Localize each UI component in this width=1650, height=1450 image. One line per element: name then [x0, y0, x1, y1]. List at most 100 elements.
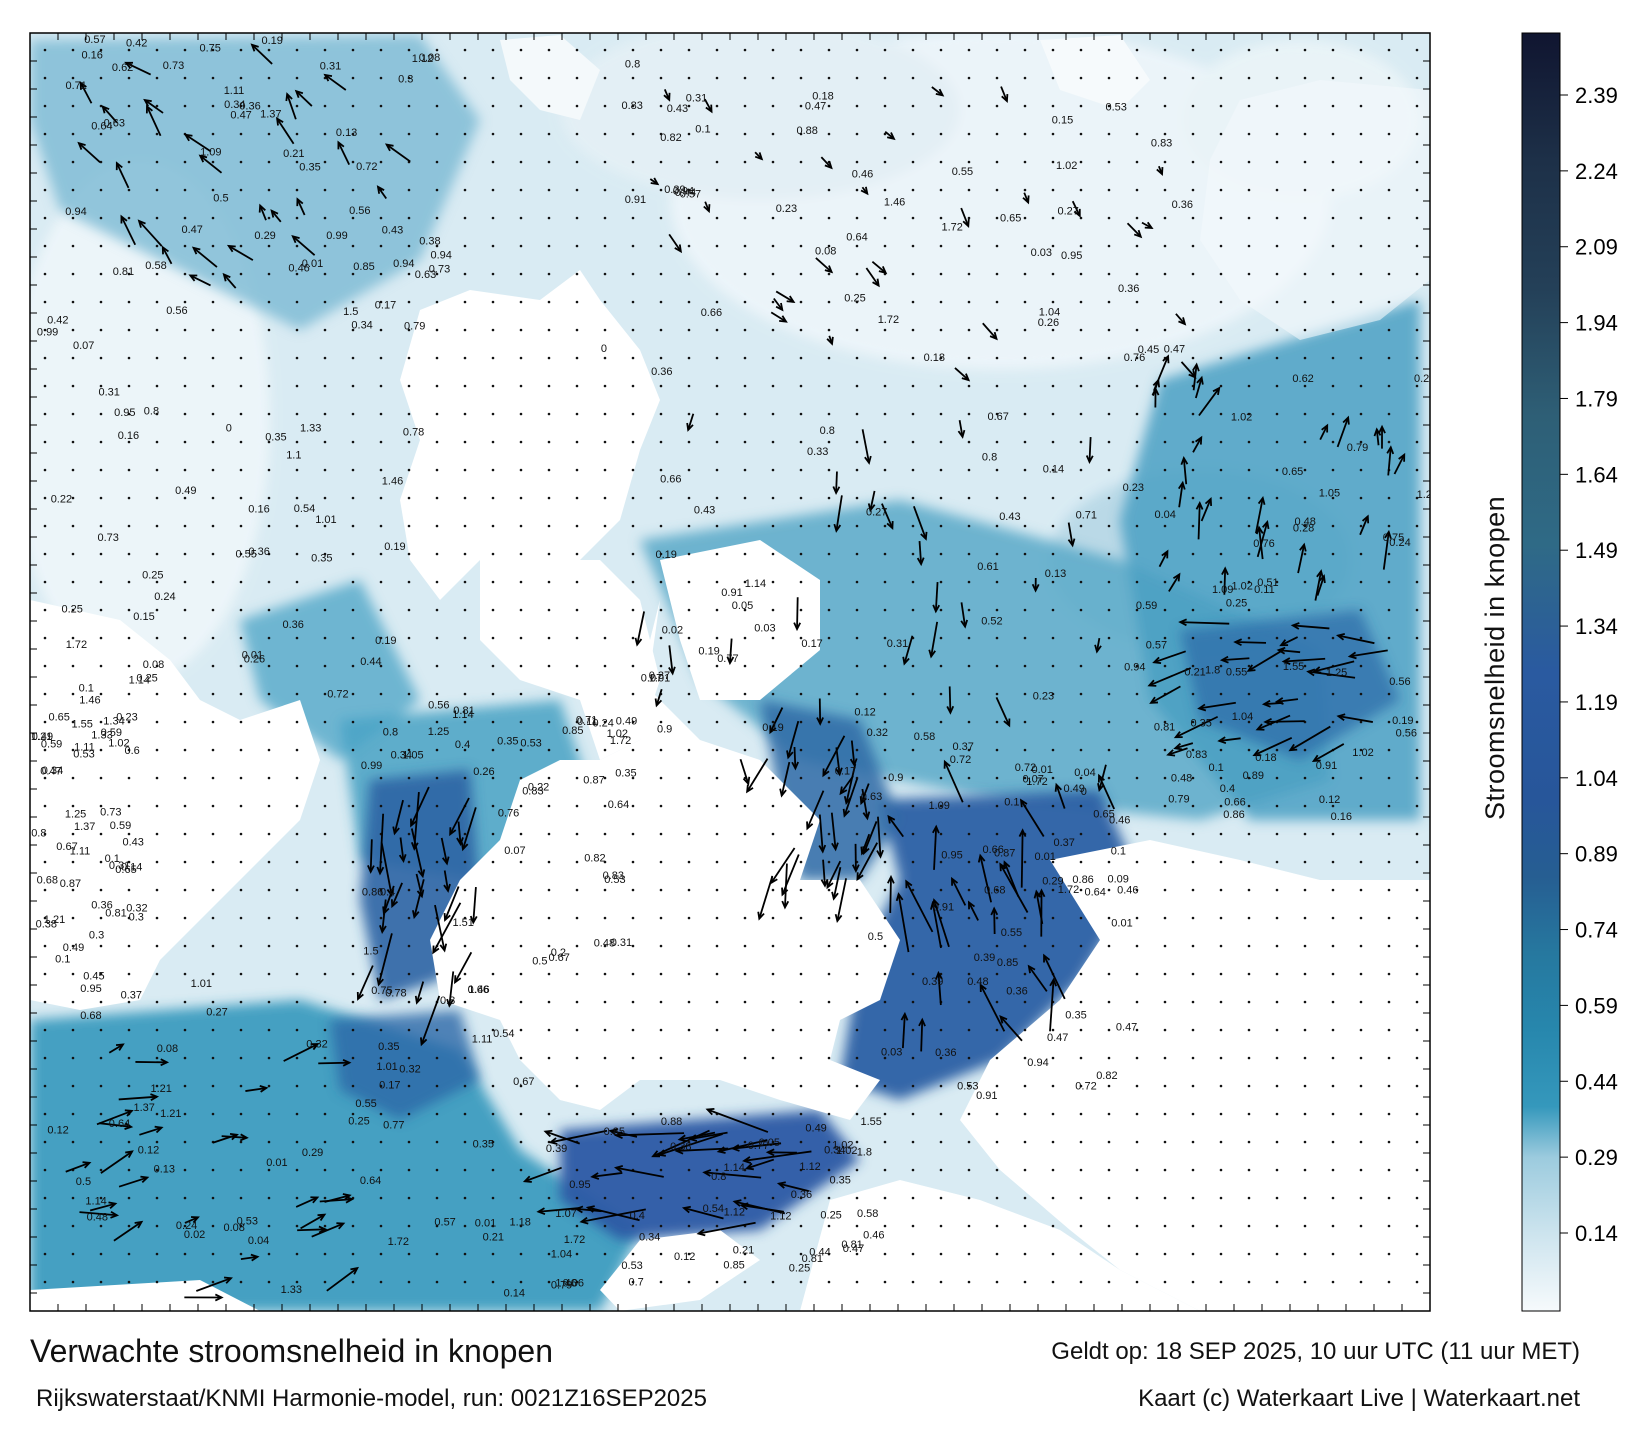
grid-dot [267, 160, 271, 164]
current-arrow [773, 297, 784, 312]
grid-dot [519, 76, 523, 80]
grid-dot [295, 916, 299, 920]
grid-dot [43, 1252, 47, 1256]
grid-dot [1163, 1168, 1167, 1172]
grid-dot [687, 1280, 691, 1284]
grid-dot [799, 916, 803, 920]
grid-dot [939, 524, 943, 528]
speed-label: 0.48 [87, 1212, 108, 1224]
grid-dot [827, 384, 831, 388]
grid-dot [1331, 636, 1335, 640]
grid-dot [1331, 888, 1335, 892]
grid-dot [267, 272, 271, 276]
grid-dot [295, 104, 299, 108]
grid-dot [463, 524, 467, 528]
speed-label: 0.3 [398, 74, 413, 86]
grid-dot [659, 1224, 663, 1228]
grid-dot [407, 664, 411, 668]
grid-dot [771, 608, 775, 612]
grid-dot [911, 160, 915, 164]
grid-dot [827, 608, 831, 612]
grid-dot [239, 244, 243, 248]
speed-label: 0.01 [266, 1157, 287, 1169]
grid-dot [1107, 496, 1111, 500]
speed-label: 0.66 [660, 474, 681, 486]
grid-dot [1051, 692, 1055, 696]
grid-dot [1023, 888, 1027, 892]
grid-dot [71, 1028, 75, 1032]
grid-dot [883, 1084, 887, 1088]
grid-dot [1415, 720, 1419, 724]
grid-dot [1303, 888, 1307, 892]
grid-dot [715, 272, 719, 276]
current-arrow [311, 1222, 346, 1238]
grid-dot [239, 1280, 243, 1284]
grid-dot [127, 608, 131, 612]
grid-dot [547, 1112, 551, 1116]
speed-label: 1.72 [942, 222, 963, 234]
current-arrow [96, 1109, 134, 1126]
grid-dot [183, 244, 187, 248]
grid-dot [463, 636, 467, 640]
grid-dot [435, 1140, 439, 1144]
grid-dot [1247, 748, 1251, 752]
grid-dot [127, 664, 131, 668]
grid-dot [127, 944, 131, 948]
grid-dot [575, 1224, 579, 1228]
grid-dot [1247, 1252, 1251, 1256]
grid-dot [911, 524, 915, 528]
grid-dot [883, 384, 887, 388]
grid-dot [1247, 76, 1251, 80]
grid-dot [771, 580, 775, 584]
speed-label: 0.79 [1168, 793, 1189, 805]
grid-dot [267, 608, 271, 612]
grid-dot [687, 76, 691, 80]
current-arrow [250, 43, 273, 65]
grid-dot [1191, 1140, 1195, 1144]
grid-dot [71, 132, 75, 136]
grid-dot [547, 1224, 551, 1228]
grid-dot [1387, 188, 1391, 192]
grid-dot [435, 356, 439, 360]
current-arrow [793, 597, 802, 632]
grid-dot [659, 664, 663, 668]
grid-dot [827, 692, 831, 696]
grid-dot [911, 972, 915, 976]
grid-dot [295, 636, 299, 640]
grid-dot [1079, 160, 1083, 164]
grid-dot [855, 272, 859, 276]
grid-dot [603, 440, 607, 444]
speed-label: 1.02 [108, 738, 129, 750]
grid-dot [407, 300, 411, 304]
speed-label: 0.43 [123, 836, 144, 848]
current-arrow [1022, 192, 1030, 205]
grid-dot [883, 244, 887, 248]
grid-dot [1275, 216, 1279, 220]
grid-dot [715, 216, 719, 220]
grid-dot [659, 1252, 663, 1256]
speed-label: 1.04 [1232, 711, 1253, 723]
grid-dot [295, 664, 299, 668]
grid-dot [1275, 916, 1279, 920]
grid-dot [127, 244, 131, 248]
grid-dot [1079, 524, 1083, 528]
grid-dot [519, 272, 523, 276]
grid-dot [43, 1168, 47, 1172]
grid-dot [631, 1000, 635, 1004]
grid-dot [323, 272, 327, 276]
grid-dot [743, 664, 747, 668]
grid-dot [435, 132, 439, 136]
grid-dot [127, 300, 131, 304]
speed-label: 0.39 [922, 976, 943, 988]
grid-dot [463, 832, 467, 836]
grid-dot [1387, 804, 1391, 808]
grid-dot [323, 748, 327, 752]
grid-dot [1163, 776, 1167, 780]
speed-label: 0.57 [434, 1217, 455, 1229]
grid-dot [1415, 776, 1419, 780]
speed-label: 0.36 [91, 899, 112, 911]
grid-dot [883, 356, 887, 360]
grid-dot [715, 48, 719, 52]
land-northeast [1200, 80, 1430, 340]
grid-dot [183, 1280, 187, 1284]
